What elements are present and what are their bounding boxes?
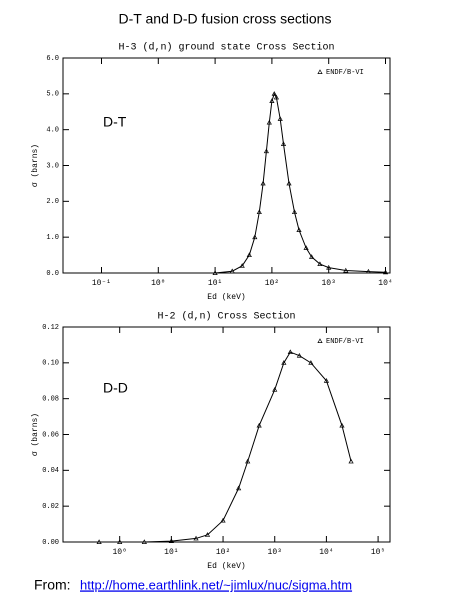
data-point	[256, 209, 262, 215]
data-point	[365, 268, 371, 274]
x-tick-label: 10⁴	[319, 548, 333, 557]
y-tick-label: 6.0	[46, 55, 59, 63]
x-tick-label: 10¹	[164, 548, 178, 557]
series-line	[215, 92, 386, 274]
x-axis-label: Ed (keV)	[207, 562, 245, 571]
footer-prefix: From:	[34, 577, 71, 593]
y-tick-label: 4.0	[46, 127, 59, 135]
chart-title: H-2 (d,n) Cross Section	[157, 311, 295, 323]
plot-frame	[62, 326, 391, 543]
data-point	[382, 269, 389, 275]
data-point	[323, 378, 330, 383]
data-point	[286, 180, 292, 186]
data-point	[296, 227, 302, 232]
y-tick-label: 0.0	[46, 270, 59, 278]
data-point	[204, 532, 211, 537]
x-tick-label: 10³	[321, 279, 335, 288]
data-point	[277, 116, 283, 121]
x-tick-label: 10⁴	[378, 279, 392, 288]
x-tick-label: 10³	[268, 548, 282, 557]
page-title: D-T and D-D fusion cross sections	[119, 11, 332, 27]
data-point	[309, 254, 315, 259]
y-axis-label: σ (barns)	[31, 144, 40, 187]
data-point	[266, 119, 272, 125]
legend-marker	[317, 338, 323, 343]
data-point	[303, 245, 309, 250]
series-line	[99, 351, 352, 543]
data-point	[317, 261, 323, 266]
x-tick-label: 10²	[265, 279, 279, 288]
legend-label: ENDF/B-VI	[326, 338, 364, 346]
plot-frame	[62, 57, 391, 274]
annotation: D-D	[103, 380, 128, 396]
y-tick-label: 2.0	[46, 198, 59, 206]
data-point	[271, 91, 277, 96]
chart-title: H-3 (d,n) ground state Cross Section	[118, 42, 334, 54]
data-point	[272, 386, 278, 392]
chart: H-2 (d,n) Cross Section Ed (keV) σ (barns)…	[31, 311, 391, 571]
x-axis-label: Ed (keV)	[207, 293, 245, 302]
data-point	[326, 264, 332, 270]
data-point	[220, 517, 226, 523]
data-point	[252, 234, 258, 240]
data-point	[343, 267, 349, 273]
data-point	[273, 94, 279, 100]
data-point	[339, 422, 345, 428]
data-point	[141, 539, 147, 544]
data-point	[245, 458, 251, 464]
chart: H-3 (d,n) ground state Cross Section Ed (…	[31, 42, 393, 302]
x-tick-label: 10⁰	[151, 279, 165, 288]
data-point	[281, 360, 287, 365]
x-tick-label: 10¹	[208, 279, 222, 288]
y-tick-label: 0.10	[42, 360, 59, 368]
x-tick-label: 10⁻¹	[92, 279, 111, 288]
y-tick-label: 0.00	[42, 539, 59, 547]
data-point	[280, 141, 287, 146]
x-tick-label: 10⁰	[112, 548, 126, 557]
data-point	[263, 148, 269, 154]
data-point	[256, 422, 262, 428]
y-tick-label: 0.08	[42, 396, 59, 404]
y-tick-label: 5.0	[46, 91, 59, 99]
y-tick-label: 3.0	[46, 162, 59, 170]
y-tick-label: 0.04	[42, 467, 59, 475]
data-point	[348, 458, 354, 464]
data-point	[246, 252, 252, 258]
data-point	[291, 209, 298, 215]
data-point	[239, 263, 245, 268]
y-tick-label: 0.12	[42, 324, 59, 332]
legend-label: ENDF/B-VI	[326, 69, 364, 77]
data-point	[236, 485, 242, 491]
data-point	[296, 352, 302, 358]
data-point	[287, 349, 293, 355]
data-point	[96, 539, 102, 544]
data-point	[212, 270, 218, 275]
y-tick-label: 1.0	[46, 234, 59, 242]
data-point	[168, 538, 174, 544]
annotation: D-T	[103, 114, 127, 130]
y-axis-label: σ (barns)	[31, 413, 40, 456]
y-tick-label: 0.06	[42, 431, 59, 439]
data-point	[269, 98, 275, 103]
data-point	[193, 535, 199, 541]
source-link[interactable]: http://home.earthlink.net/~jimlux/nuc/si…	[80, 577, 352, 592]
data-point	[229, 268, 235, 274]
x-tick-label: 10⁵	[371, 548, 385, 557]
legend-marker	[317, 69, 323, 74]
y-tick-label: 0.02	[42, 503, 59, 511]
data-point	[117, 539, 123, 544]
data-point	[260, 180, 266, 186]
x-tick-label: 10²	[216, 548, 230, 557]
data-point	[308, 360, 314, 365]
